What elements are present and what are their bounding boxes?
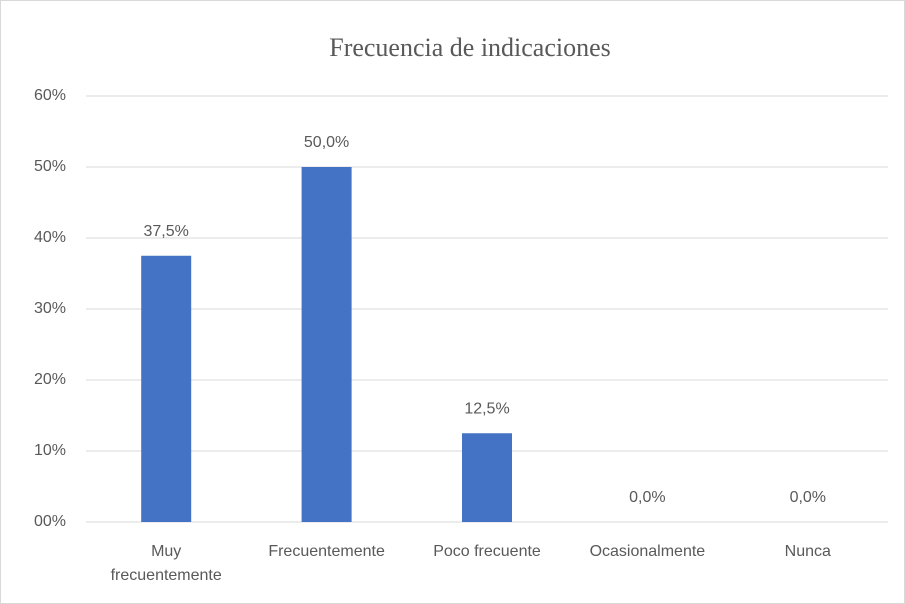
y-tick-label: 00%: [34, 513, 66, 530]
bar: [141, 255, 192, 522]
y-tick-label: 10%: [34, 442, 66, 459]
data-label: 0,0%: [790, 489, 826, 506]
x-tick-label: Poco frecuente: [433, 543, 541, 560]
data-label: 37,5%: [144, 223, 189, 240]
x-tick-label: Nunca: [784, 543, 831, 560]
chart-title: Frecuencia de indicaciones: [329, 33, 611, 62]
bar: [462, 433, 512, 522]
data-label: 50,0%: [304, 134, 349, 151]
y-tick-label: 40%: [34, 229, 66, 246]
bar: [301, 167, 352, 522]
y-tick-label: 50%: [34, 158, 66, 175]
y-tick-label: 20%: [34, 371, 66, 388]
x-tick-label: Frecuentemente: [268, 543, 385, 560]
y-tick-label: 60%: [34, 87, 66, 104]
y-tick-label: 30%: [34, 300, 66, 317]
data-label: 0,0%: [629, 489, 665, 506]
x-tick-label: Ocasionalmente: [589, 543, 706, 560]
x-tick-label: Muy frecuentemente: [110, 543, 222, 584]
data-label: 12,5%: [464, 400, 509, 417]
